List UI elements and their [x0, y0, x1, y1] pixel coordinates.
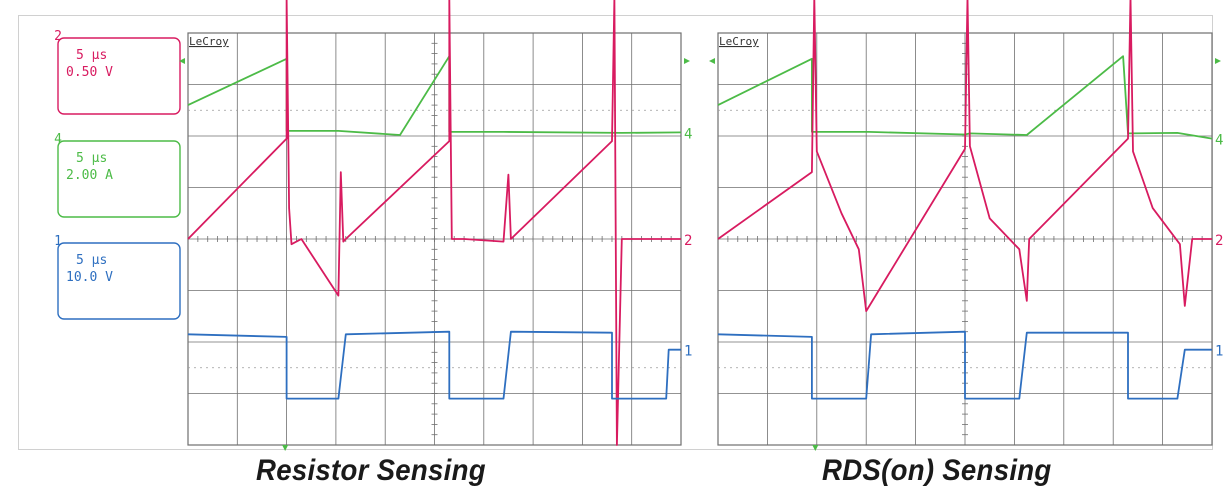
- channel-box-4: 4 5 µs 2.00 A: [54, 132, 181, 218]
- channel-box-border: [57, 37, 181, 115]
- scope-brand-label: LeCroy: [189, 35, 229, 48]
- channel-box-2: 2 5 µs 0.50 V: [54, 29, 181, 115]
- trace-ch1: [717, 330, 1212, 400]
- channel-scale: 10.0 V: [66, 270, 113, 285]
- trigger-level-marker: [179, 58, 185, 64]
- trace-label-ch4: 4: [1215, 133, 1223, 149]
- channel-number: 4: [54, 132, 62, 147]
- scope-panel-1: LeCroy 4 2 1: [179, 0, 692, 451]
- trigger-level-marker: [684, 58, 690, 64]
- channel-number: 2: [54, 29, 62, 44]
- channel-time-per-div: 5 µs: [76, 253, 107, 268]
- trigger-level-marker: [709, 58, 715, 64]
- trace-label-ch2: 2: [1215, 233, 1223, 249]
- channel-number: 1: [54, 234, 62, 249]
- trace-ch2: [187, 0, 681, 446]
- trigger-position-marker: [812, 445, 819, 451]
- chart-title-resistor: Resistor Sensing: [256, 454, 486, 487]
- channel-scale: 0.50 V: [66, 65, 113, 80]
- trigger-level-marker: [1215, 58, 1221, 64]
- trace-label-ch2: 2: [684, 233, 692, 249]
- trace-label-ch4: 4: [684, 126, 692, 142]
- chart-title-rdson: RDS(on) Sensing: [822, 454, 1052, 487]
- scope-brand-label: LeCroy: [719, 35, 759, 48]
- channel-box-border: [57, 140, 181, 218]
- trace-label-ch1: 1: [684, 344, 692, 360]
- channel-scale: 2.00 A: [66, 168, 113, 183]
- scope-panel-2: LeCroy 4 2 1: [709, 0, 1223, 451]
- channel-time-per-div: 5 µs: [76, 151, 107, 166]
- channel-box-border: [57, 242, 181, 320]
- trace-label-ch1: 1: [1215, 344, 1223, 360]
- trace-ch1: [187, 330, 681, 400]
- trace-ch2: [717, 0, 1212, 312]
- channel-time-per-div: 5 µs: [76, 48, 107, 63]
- channel-box-1: 1 5 µs 10.0 V: [54, 234, 181, 320]
- trigger-position-marker: [282, 445, 289, 451]
